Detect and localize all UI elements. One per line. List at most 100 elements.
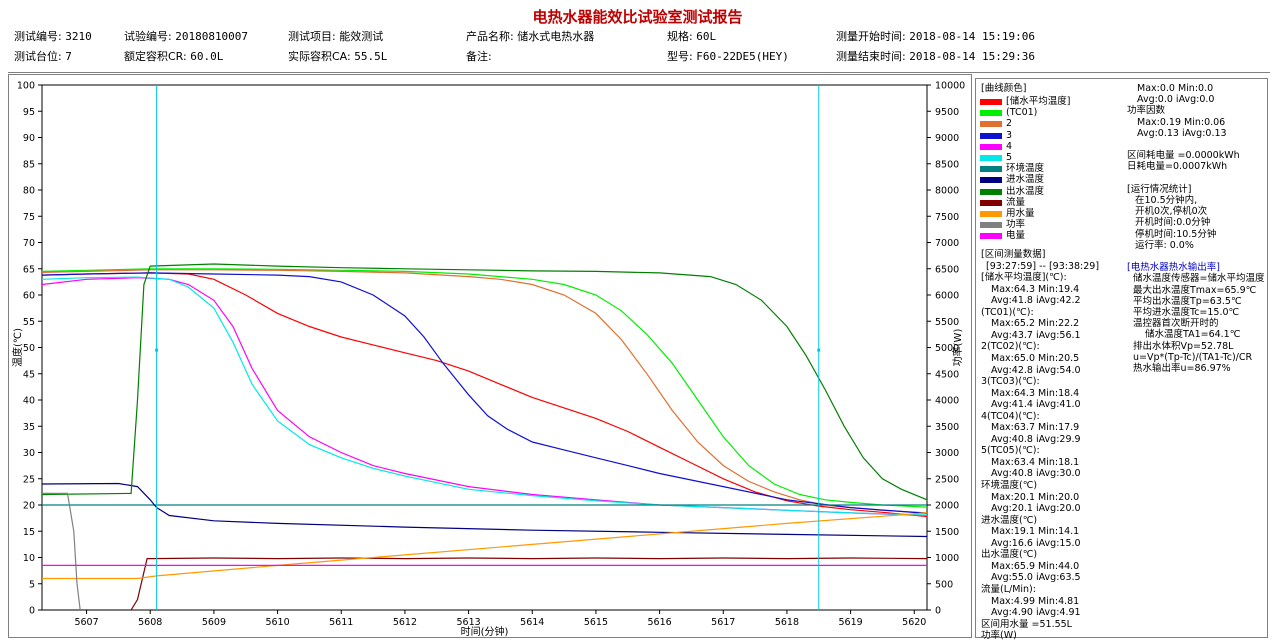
legend-item-label: 用水量 <box>1006 208 1035 219</box>
interval-stat-line: [储水平均温度](℃): <box>981 272 1067 284</box>
y-tick-label: 60 <box>23 291 35 302</box>
header-field: 实际容积CA: 55.5L <box>288 48 387 64</box>
x-tick-label: 5619 <box>839 617 863 628</box>
y2-tick-label: 8000 <box>935 186 959 197</box>
interval-stat-line: Max:65.9 Min:44.0 <box>991 560 1080 572</box>
y-tick-label: 70 <box>23 238 35 249</box>
header-field-label: 测试项目: <box>288 30 340 43</box>
stats-line: 平均出水温度Tp=63.5℃ <box>1133 295 1242 307</box>
y2-tick-label: 8500 <box>935 159 959 170</box>
y2-tick-label: 10000 <box>935 81 965 92</box>
y2-tick-label: 1000 <box>935 553 959 564</box>
legend-swatch <box>980 132 1002 139</box>
header-field-label: 产品名称: <box>466 30 518 43</box>
stats-line: [电热水器热水输出率] <box>1127 262 1220 274</box>
interval-stat-line: 环境温度(℃) <box>981 480 1038 491</box>
legend-item-label: (TC01) <box>1006 107 1038 119</box>
interval-stat-line: 区间用水量 =51.55L <box>981 618 1072 630</box>
stats-line: 储水温度TA1=64.1℃ <box>1145 329 1241 341</box>
header-field: 产品名称: 储水式电热水器 <box>466 28 594 44</box>
stats-line: 温控器首次断开时的 <box>1133 318 1219 330</box>
series-line <box>42 482 927 538</box>
report-title: 电热水器能效比试验室测试报告 <box>532 8 743 26</box>
interval-stat-line: Avg:42.8 iAvg:54.0 <box>991 364 1081 376</box>
interval-stat-line: Max:64.3 Min:19.4 <box>991 283 1080 295</box>
y2-tick-label: 500 <box>935 579 953 590</box>
interval-stat-line: 出水温度(℃) <box>981 549 1038 561</box>
interval-stat-line: Avg:43.7 iAvg:56.1 <box>991 329 1081 341</box>
header-field-label: 规格: <box>667 30 697 43</box>
y-tick-label: 10 <box>23 553 35 564</box>
header-field: 测量结束时间: 2018-08-14 15:29:36 <box>836 48 1035 64</box>
y-tick-label: 55 <box>23 317 35 328</box>
y2-tick-label: 4000 <box>935 396 959 407</box>
stats-line: u=Vp*(Tp-Tc)/(TA1-Tc)/CR <box>1133 351 1253 363</box>
header-field: 测试项目: 能效测试 <box>288 28 383 44</box>
x-tick-label: 5616 <box>647 617 671 628</box>
stats-line: 最大出水温度Tmax=65.9℃ <box>1133 284 1257 296</box>
x-tick-label: 5618 <box>775 617 799 628</box>
header-field: 测试台位: 7 <box>14 48 72 64</box>
header-field-value: 7 <box>65 50 72 63</box>
y-tick-label: 65 <box>23 264 35 275</box>
chart-frame: 0 5 10 15 20 25 30 35 40 45 50 55 60 65 70 75 80 85 90 95 10… <box>8 74 972 638</box>
y-tick-label: 15 <box>23 527 35 538</box>
y-tick-label: 20 <box>23 501 35 512</box>
legend-item-label: [储水平均温度] <box>1006 96 1071 107</box>
header-field-value: 2018-08-14 15:19:06 <box>909 30 1036 43</box>
legend-swatch <box>980 188 1002 195</box>
interval-stat-line: 3(TC03)(℃): <box>981 376 1040 388</box>
header-field: 型号: F60-22DE5(HEY) <box>667 48 789 64</box>
y2-tick-label: 5000 <box>935 343 959 354</box>
y2-tick-label: 6500 <box>935 264 959 275</box>
interval-stat-line: [区间测量数据] <box>981 249 1046 260</box>
legend-swatch <box>980 121 1002 128</box>
legend-item-label: 电量 <box>1006 230 1026 242</box>
stats-line: 热水输出率u=86.97% <box>1133 363 1231 374</box>
interval-stat-line: Max:65.0 Min:20.5 <box>991 352 1080 364</box>
x-tick-label: 5607 <box>74 617 98 628</box>
y2-axis-label: 功率(W) <box>951 329 964 367</box>
header-field-value: F60-22DE5(HEY) <box>696 50 789 63</box>
header-field-label: 试验编号: <box>124 30 176 43</box>
x-tick-label: 5609 <box>202 617 226 628</box>
interval-stat-line: Avg:55.0 iAvg:63.5 <box>991 572 1081 584</box>
series-line <box>42 268 927 508</box>
stats-line: 功率因数 <box>1127 105 1166 117</box>
interval-stat-line: 功率(W) <box>981 630 1017 641</box>
interval-stat-line: Avg:16.6 iAvg:15.0 <box>991 537 1081 549</box>
y-axis-label: 温度(℃) <box>11 328 24 367</box>
y-tick-label: 100 <box>17 81 35 92</box>
header-field-label: 额定容积CR: <box>124 50 191 63</box>
interval-stat-line: Avg:41.4 iAvg:41.0 <box>991 399 1081 411</box>
interval-stat-line: 进水温度(℃) <box>981 514 1038 526</box>
y-tick-label: 30 <box>23 448 35 459</box>
x-tick-label: 5613 <box>456 617 480 628</box>
y2-tick-label: 9000 <box>935 133 959 144</box>
stats-panel: Max:0.0 Min:0.0 Avg:0.0 iAvg:0.0 功率因数 Max:0… <box>1121 78 1268 638</box>
stats-line: Max:0.0 Min:0.0 <box>1137 83 1214 94</box>
stats-line: 排出水体积Vp=52.78L <box>1133 340 1234 352</box>
interval-stat-line: Max:64.3 Min:18.4 <box>991 387 1080 399</box>
y2-tick-label: 2000 <box>935 501 959 512</box>
header-field-value: 20180810007 <box>175 30 249 43</box>
header-field: 测量开始时间: 2018-08-14 15:19:06 <box>836 28 1035 44</box>
interval-stat-line: Max:65.2 Min:22.2 <box>991 318 1080 330</box>
interval-stat-line: Avg:20.1 iAvg:20.0 <box>991 503 1081 515</box>
x-tick-label: 5608 <box>138 617 162 628</box>
header-field: 备注: <box>466 48 492 64</box>
y2-tick-label: 5500 <box>935 317 959 328</box>
legend-swatch <box>980 155 1002 161</box>
y2-tick-label: 0 <box>935 606 941 617</box>
header-field-value: 储水式电热水器 <box>517 30 595 43</box>
y-tick-label: 5 <box>29 579 35 590</box>
series-line <box>42 492 81 610</box>
stats-line: Avg:0.0 iAvg:0.0 <box>1137 94 1215 106</box>
plot-area <box>41 84 928 611</box>
cursor-marker <box>817 348 821 352</box>
series-line <box>42 263 927 501</box>
x-tick-label: 5612 <box>393 617 417 628</box>
x-tick-label: 5617 <box>711 617 735 628</box>
header-field-value: 3210 <box>65 30 92 43</box>
header-divider <box>8 72 1270 73</box>
